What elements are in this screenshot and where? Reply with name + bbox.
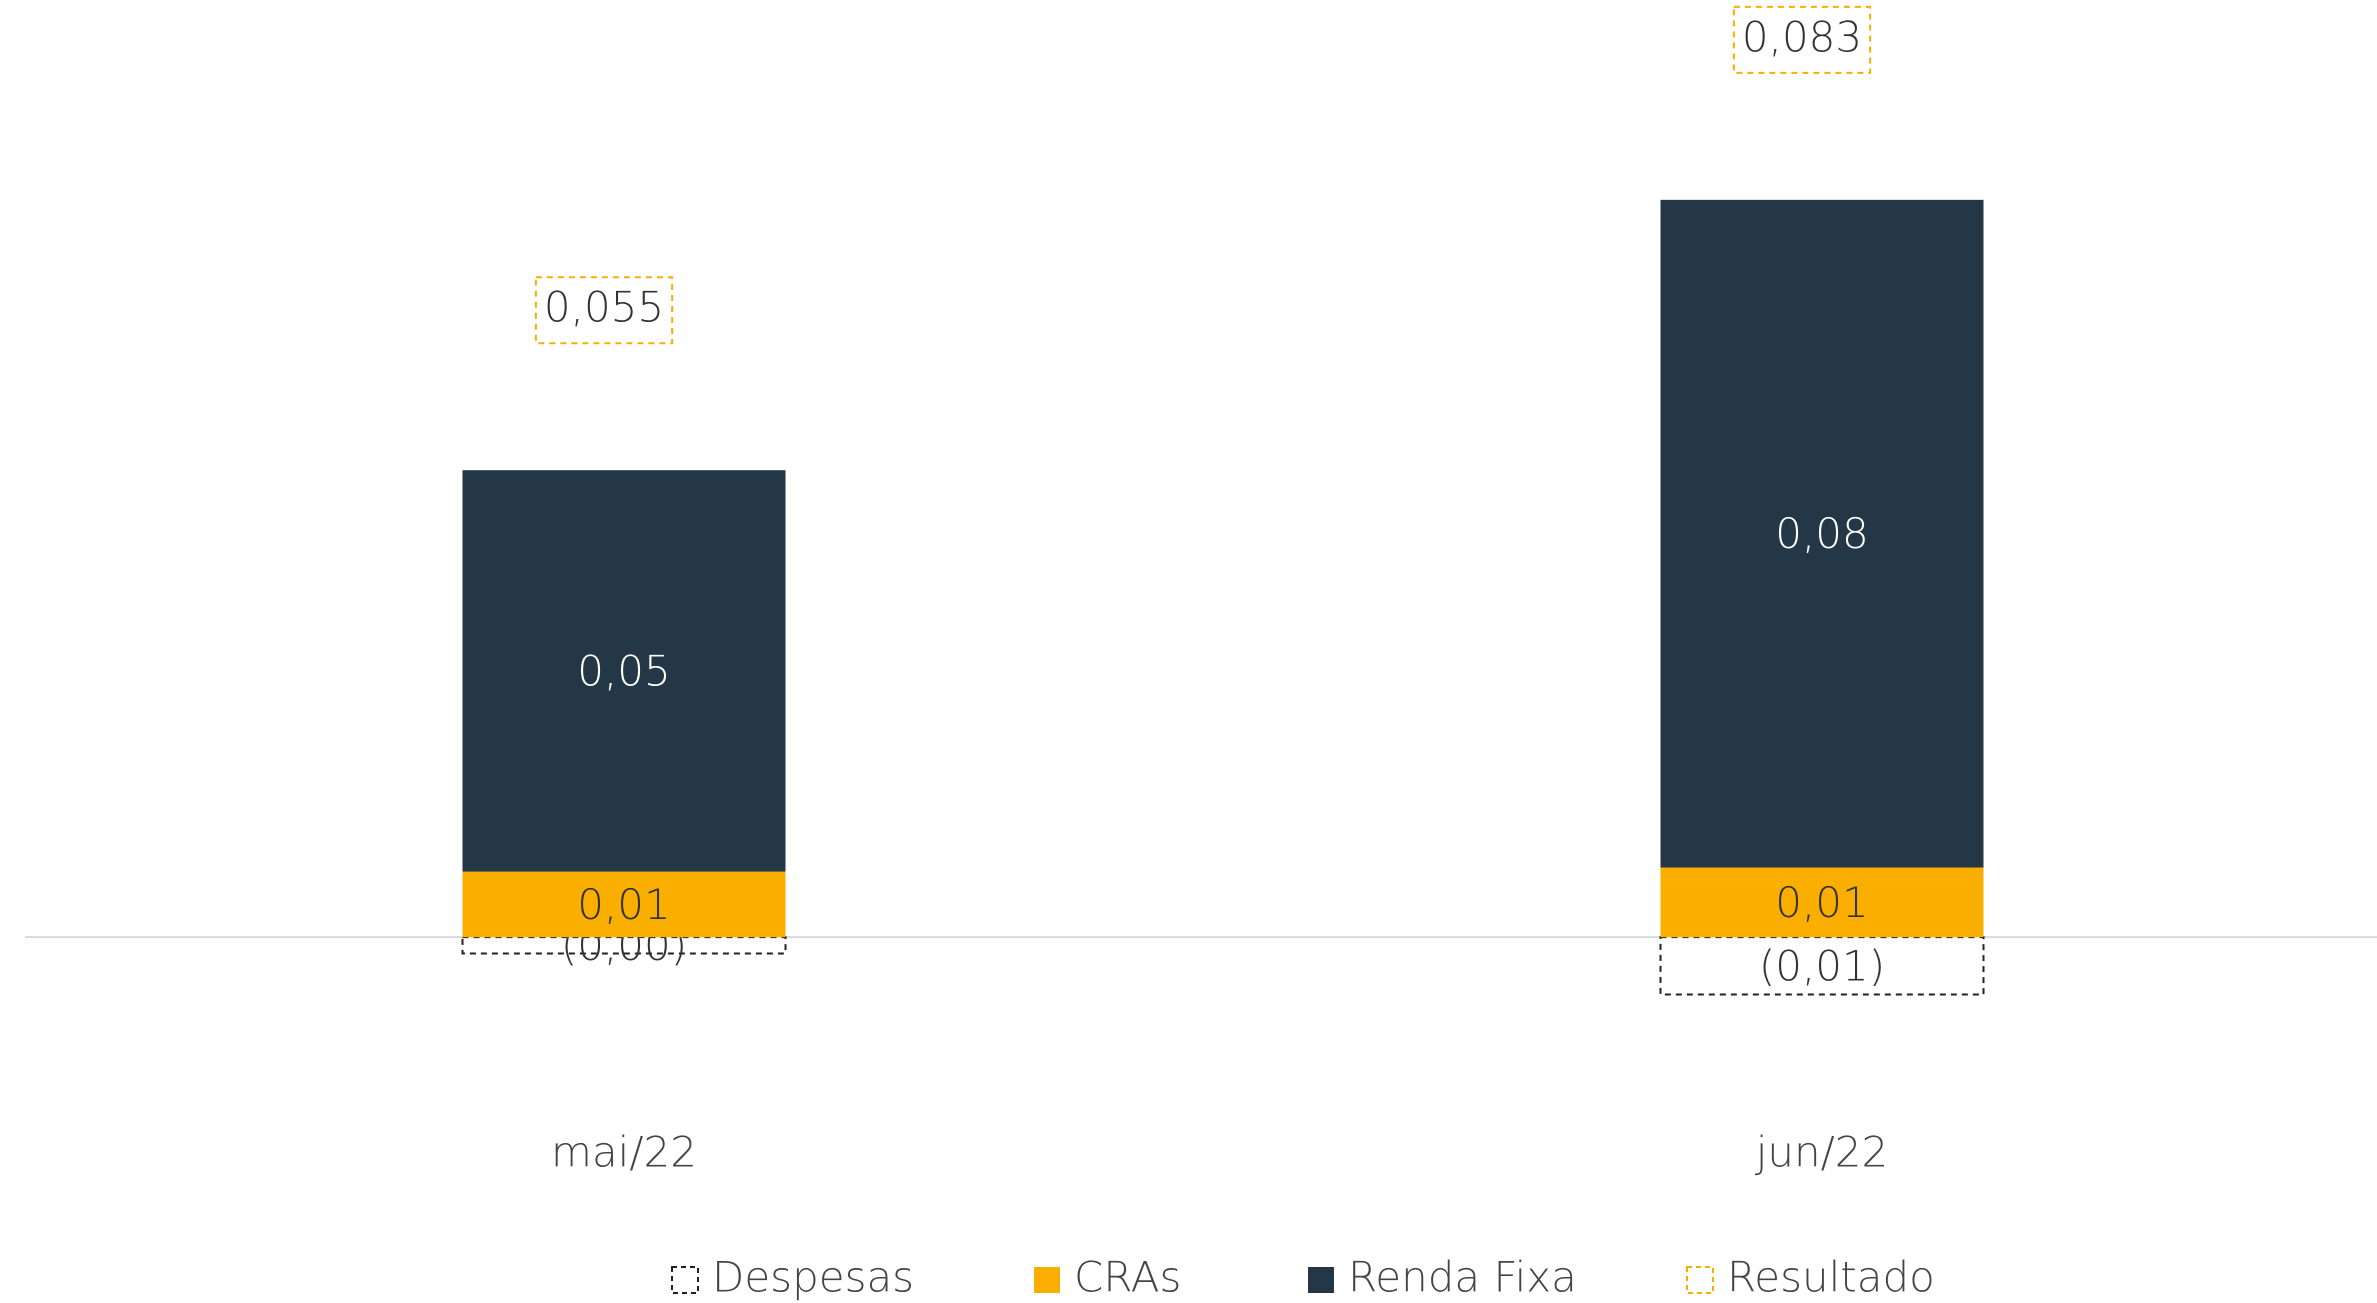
legend-marker [671, 1266, 699, 1294]
legend-label: Renda Fixa [1348, 1253, 1577, 1302]
bar-segment [1659, 936, 1985, 996]
legend-marker [1686, 1266, 1714, 1294]
legend-marker [1308, 1267, 1334, 1293]
data-label: 0,01 [577, 880, 671, 929]
legend-marker [1034, 1267, 1060, 1293]
bar-segment [1660, 867, 1984, 938]
legend-label: CRAs [1074, 1253, 1181, 1302]
data-label: (0,01) [1759, 941, 1885, 990]
total-marker [1732, 5, 1872, 74]
legend-label: Despesas [712, 1253, 914, 1302]
x-tick-label: mai/22 [551, 1128, 697, 1177]
total-label: 0,083 [1742, 12, 1862, 61]
bar-segment [1660, 199, 1984, 868]
data-label: 0,05 [577, 646, 671, 695]
data-label: 0,01 [1775, 878, 1869, 927]
legend-label: Resultado [1727, 1253, 1935, 1302]
data-label: 0,08 [1775, 509, 1869, 558]
total-marker [534, 276, 674, 345]
bar-segment [462, 871, 786, 938]
bar-segment [461, 936, 787, 955]
total-label: 0,055 [544, 283, 664, 332]
bar-segment [462, 470, 786, 872]
x-tick-label: jun/22 [1755, 1128, 1889, 1177]
